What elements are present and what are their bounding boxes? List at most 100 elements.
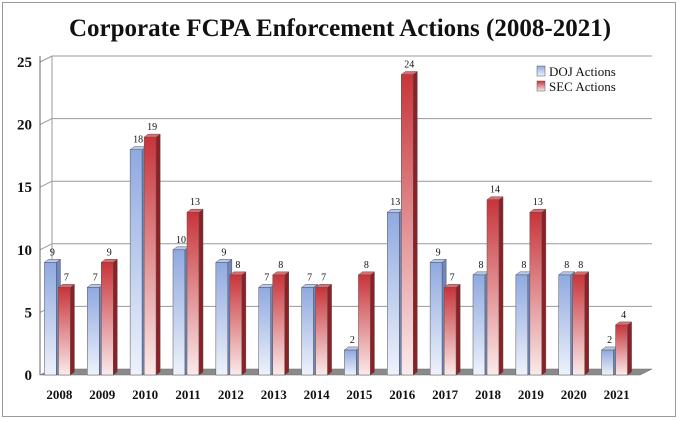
x-tick-label: 2012	[218, 387, 244, 402]
bar-side	[70, 283, 75, 376]
data-label: 8	[364, 260, 369, 271]
bar-doj	[86, 283, 105, 376]
bar-front	[472, 274, 486, 376]
legend-swatch-doj	[536, 65, 546, 77]
bar-sec	[271, 271, 290, 376]
gridline-depth	[39, 243, 53, 251]
bar-doj	[257, 283, 276, 376]
bar-sec	[400, 71, 419, 376]
x-tick-label: 2010	[132, 387, 158, 402]
data-label: 18	[133, 135, 143, 146]
bar-top	[486, 196, 504, 200]
x-tick-label: 2016	[389, 387, 416, 402]
data-label: 13	[190, 197, 200, 208]
data-label: 24	[404, 60, 414, 71]
bar-top	[43, 259, 62, 263]
bar-front	[443, 287, 457, 376]
bar-top	[229, 271, 247, 276]
bar-front	[401, 74, 414, 376]
y-tick-label: 0	[25, 368, 33, 384]
x-tick-label: 2021	[604, 387, 630, 402]
bar-top	[271, 271, 290, 276]
x-tick-label: 2014	[304, 387, 331, 402]
bar-side	[541, 208, 547, 376]
x-tick-label: 2019	[518, 387, 545, 402]
bar-top	[557, 271, 576, 276]
y-tick-label: 5	[25, 305, 33, 321]
bar-side	[413, 71, 418, 376]
bar-sec	[614, 321, 633, 376]
bar-side	[327, 283, 332, 376]
bar-front	[87, 287, 100, 376]
y-tick-label: 25	[17, 55, 32, 71]
gridline-depth	[39, 55, 53, 63]
bar-top	[300, 284, 319, 288]
bar-sec	[229, 271, 247, 376]
bar-doj	[472, 271, 490, 376]
data-label: 8	[564, 260, 569, 271]
bar-doj	[386, 208, 405, 376]
bar-sec	[186, 208, 204, 376]
data-label: 7	[93, 272, 98, 283]
bar-sec	[314, 283, 333, 376]
bar-front	[44, 262, 57, 376]
gridline-depth	[39, 118, 53, 126]
bar-doj	[343, 346, 362, 376]
bar-side	[113, 258, 118, 376]
bar-front	[272, 274, 285, 376]
data-label: 7	[307, 272, 312, 283]
bar-doj	[215, 258, 233, 376]
y-tick-label: 15	[17, 180, 32, 196]
bar-sec	[486, 196, 504, 376]
bar-top	[314, 284, 333, 288]
x-tick-label: 2008	[46, 387, 73, 402]
data-label: 8	[278, 260, 283, 271]
bar-front	[615, 324, 628, 376]
x-tick-label: 2018	[475, 387, 502, 402]
x-tick-label: 2020	[561, 387, 587, 402]
data-label: 8	[578, 260, 583, 271]
data-label: 8	[479, 260, 484, 271]
bar-doj	[300, 283, 319, 376]
bar-side	[584, 271, 589, 376]
bar-front	[529, 211, 543, 376]
bar-top	[143, 133, 161, 138]
bar-doj	[429, 258, 447, 376]
bar-front	[515, 274, 529, 376]
bar-top	[186, 208, 204, 213]
bar-front	[301, 287, 314, 376]
data-label: 13	[533, 197, 543, 208]
data-label: 14	[490, 185, 500, 196]
bar-doj	[43, 258, 62, 376]
y-tick-label: 10	[17, 243, 32, 259]
gridline-depth	[39, 180, 53, 188]
bar-sec	[57, 283, 76, 376]
data-label: 8	[235, 260, 240, 271]
bar-front	[558, 274, 571, 376]
bar-side	[627, 321, 632, 376]
bar-sec	[357, 271, 376, 376]
bar-front	[344, 349, 357, 376]
bar-front	[172, 249, 186, 376]
data-label: 2	[350, 335, 355, 346]
bar-front	[429, 262, 443, 376]
data-label: 8	[521, 260, 526, 271]
bar-front	[258, 287, 271, 376]
data-label: 7	[64, 272, 69, 283]
data-label: 9	[221, 247, 226, 258]
bar-front	[215, 262, 229, 376]
bar-top	[429, 259, 447, 263]
x-tick-label: 2011	[175, 387, 200, 402]
x-tick-label: 2015	[346, 387, 373, 402]
bar-top	[215, 259, 233, 263]
bar-front	[572, 274, 585, 376]
bar-side	[198, 208, 204, 376]
data-label: 7	[450, 272, 455, 283]
bar-front	[486, 199, 500, 376]
plot-area: 0510152025972008792009181920101013201198…	[17, 55, 653, 402]
bar-sec	[100, 258, 119, 376]
data-label: 10	[176, 235, 186, 246]
data-label: 19	[147, 122, 157, 133]
data-label: 2	[607, 335, 612, 346]
